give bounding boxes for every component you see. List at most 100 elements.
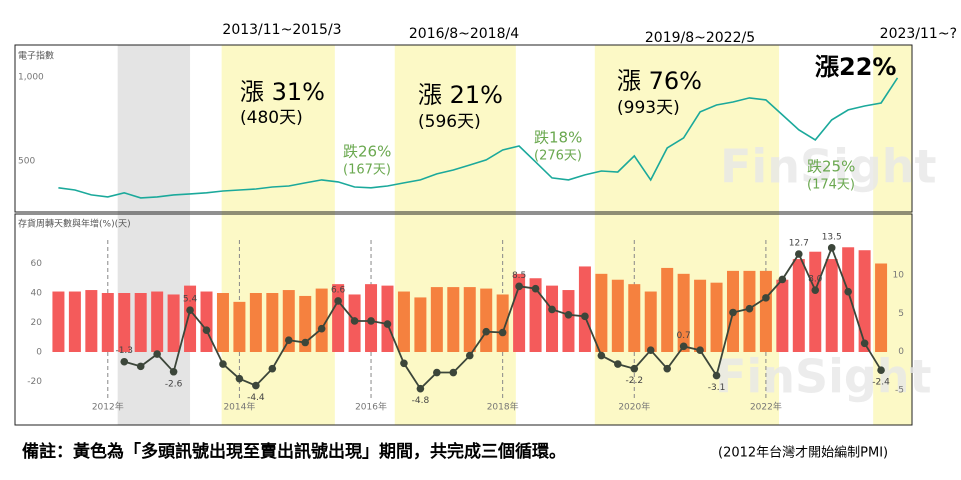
- data-label: 8.5: [512, 271, 526, 281]
- annotation: 漲 76%: [617, 67, 702, 95]
- panel-frame: [14, 44, 913, 213]
- point: [531, 284, 540, 293]
- bar: [397, 291, 410, 352]
- bar: [101, 293, 114, 352]
- point: [564, 311, 573, 319]
- data-label: 12.7: [789, 239, 809, 249]
- axis-label: 電子指數: [18, 50, 54, 62]
- point: [120, 357, 129, 366]
- point: [679, 342, 688, 351]
- point: [268, 364, 277, 373]
- point: [646, 346, 655, 355]
- annotation: (167天): [343, 163, 391, 178]
- x-tick-label: 2020年: [618, 401, 650, 413]
- bar: [68, 291, 81, 352]
- annotation: 跌18%: [534, 129, 582, 147]
- x-tick-label: 2022年: [750, 401, 782, 413]
- bar: [825, 259, 838, 352]
- y-tick-label: 20: [31, 318, 43, 328]
- point: [433, 368, 441, 377]
- bar: [463, 287, 476, 352]
- point: [844, 287, 852, 296]
- bar: [858, 250, 871, 352]
- bar: [430, 287, 443, 352]
- point: [136, 362, 145, 371]
- point: [153, 350, 161, 358]
- point: [202, 326, 211, 334]
- bar: [414, 297, 427, 352]
- bar: [529, 278, 542, 352]
- point: [383, 320, 392, 328]
- x-tick-label: 2018年: [487, 401, 519, 413]
- bar: [480, 288, 493, 352]
- period-band: [117, 45, 191, 425]
- watermark: FinSight: [715, 350, 932, 404]
- point: [235, 374, 244, 383]
- data-label: -1.3: [115, 346, 133, 356]
- point: [334, 297, 342, 305]
- annotation: (993天): [617, 98, 680, 118]
- x-tick-label: 2012年: [92, 401, 124, 413]
- point: [663, 364, 671, 373]
- bar: [85, 290, 98, 352]
- bar: [167, 294, 180, 352]
- point: [745, 304, 754, 313]
- period-label: 2016/8~2018/4: [409, 26, 519, 42]
- point: [482, 327, 491, 336]
- annotation: (174天): [807, 178, 855, 193]
- bar: [266, 293, 279, 352]
- bar: [200, 291, 213, 352]
- point: [877, 366, 885, 375]
- point: [778, 275, 787, 284]
- data-label: -2.2: [625, 376, 643, 386]
- bar: [562, 290, 575, 352]
- bar: [546, 285, 559, 352]
- point: [630, 364, 639, 373]
- period-band: [394, 45, 516, 425]
- annotation: (276天): [534, 149, 582, 164]
- data-label: 0.7: [676, 331, 690, 341]
- note: 備註：黃色為「多頭訊號出現至賣出訊號出現」期間，共完成三個循環。: [22, 441, 566, 462]
- bar: [776, 279, 789, 352]
- point: [498, 328, 507, 337]
- point: [860, 339, 869, 348]
- x-tick-label: 2016年: [355, 401, 387, 413]
- bar: [710, 282, 723, 352]
- note-small: (2012年台灣才開始編制PMI): [718, 445, 888, 461]
- annotation: 漲 21%: [418, 81, 503, 109]
- point: [367, 317, 375, 325]
- point: [350, 317, 359, 325]
- bar: [447, 287, 460, 352]
- point: [400, 359, 408, 368]
- y-tick-label: 0: [36, 348, 42, 358]
- bar: [249, 293, 262, 352]
- bar: [216, 293, 229, 352]
- bar: [496, 294, 509, 352]
- y-tick-label: 1,000: [18, 72, 44, 82]
- bar: [677, 273, 690, 352]
- point: [614, 360, 622, 368]
- bar: [118, 293, 131, 352]
- period-label: 2023/11~?: [880, 26, 957, 42]
- point: [729, 308, 737, 317]
- data-label: -4.4: [247, 393, 265, 403]
- bar: [282, 290, 295, 352]
- y2-tick-label: 0: [898, 347, 904, 357]
- bar: [151, 291, 164, 352]
- data-label: -2.6: [165, 379, 183, 389]
- y-tick-label: 500: [18, 156, 35, 166]
- watermark: FinSight: [720, 140, 937, 194]
- bar: [299, 295, 312, 352]
- period-band: [873, 45, 912, 425]
- bar: [759, 270, 772, 352]
- point: [186, 306, 194, 314]
- point: [284, 336, 293, 345]
- bar: [381, 285, 394, 352]
- point: [219, 360, 227, 368]
- bar: [611, 279, 624, 352]
- bar: [233, 301, 246, 352]
- annotation: 漲 31%: [240, 78, 325, 106]
- point: [252, 381, 260, 390]
- background: [117, 45, 912, 425]
- bar: [52, 291, 65, 352]
